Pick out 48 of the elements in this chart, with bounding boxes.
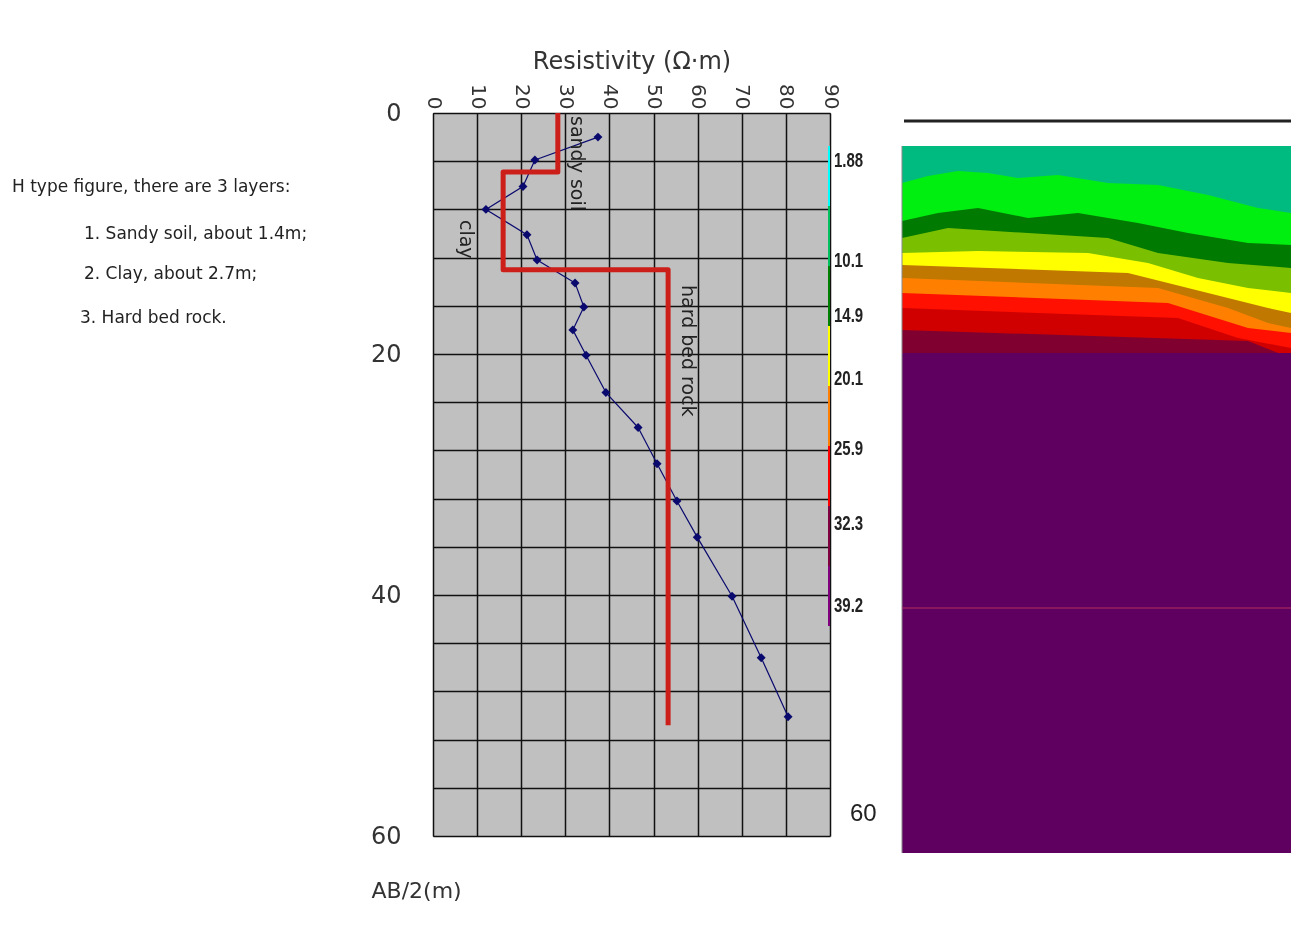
point: [570, 278, 580, 288]
x-tick-label: 50: [643, 84, 668, 110]
text: H type figure, there are 3 layers:: [12, 176, 291, 196]
point: [532, 255, 542, 265]
annotation: clay: [456, 219, 478, 261]
text: 25.9: [834, 437, 864, 460]
x-tick-label: 70: [731, 84, 756, 110]
x-tick-label: 20: [510, 84, 535, 110]
point: [581, 350, 591, 360]
text: 20.1: [834, 367, 864, 390]
point: [601, 388, 611, 398]
y-tick-label: 20: [370, 339, 402, 368]
x-tick-label: 60: [687, 84, 712, 110]
annotation: sandy soil: [567, 115, 589, 213]
x-tick-label: 30: [554, 84, 579, 110]
y-tick-label: 40: [370, 580, 402, 609]
point: [522, 230, 532, 240]
point: [727, 591, 737, 601]
text: 39.2: [834, 594, 864, 617]
text: 10.1: [834, 249, 864, 272]
x-tick-label: 40: [598, 84, 623, 110]
chart-title: Resistivity (Ω·m): [532, 47, 732, 76]
point: [518, 182, 528, 191]
text: 32.3: [834, 512, 864, 535]
point: [652, 459, 662, 469]
text: 14.9: [834, 304, 864, 327]
x-tick-label: 10: [466, 84, 491, 110]
annotation: hard bed rock: [678, 284, 700, 419]
y-tick-label: 60: [370, 821, 402, 850]
point: [633, 423, 643, 432]
text: 1.88: [834, 149, 864, 172]
x-tick-label: 80: [775, 84, 800, 110]
point: [530, 155, 540, 165]
point: [692, 532, 702, 542]
point: [756, 653, 766, 663]
x-tick-label: 0: [422, 96, 447, 110]
point: [593, 132, 603, 142]
y-axis-title: AB/2(m): [371, 877, 462, 903]
text: 1. Sandy soil, about 1.4m;: [84, 223, 308, 243]
x-tick-label: 90: [819, 84, 844, 110]
point: [568, 325, 578, 335]
text: 60: [850, 799, 877, 827]
text: 3. Hard bed rock.: [80, 307, 227, 327]
point: [672, 496, 682, 506]
point: [783, 712, 793, 722]
point: [481, 204, 491, 214]
point: [579, 302, 589, 312]
text: 2. Clay, about 2.7m;: [84, 263, 258, 283]
